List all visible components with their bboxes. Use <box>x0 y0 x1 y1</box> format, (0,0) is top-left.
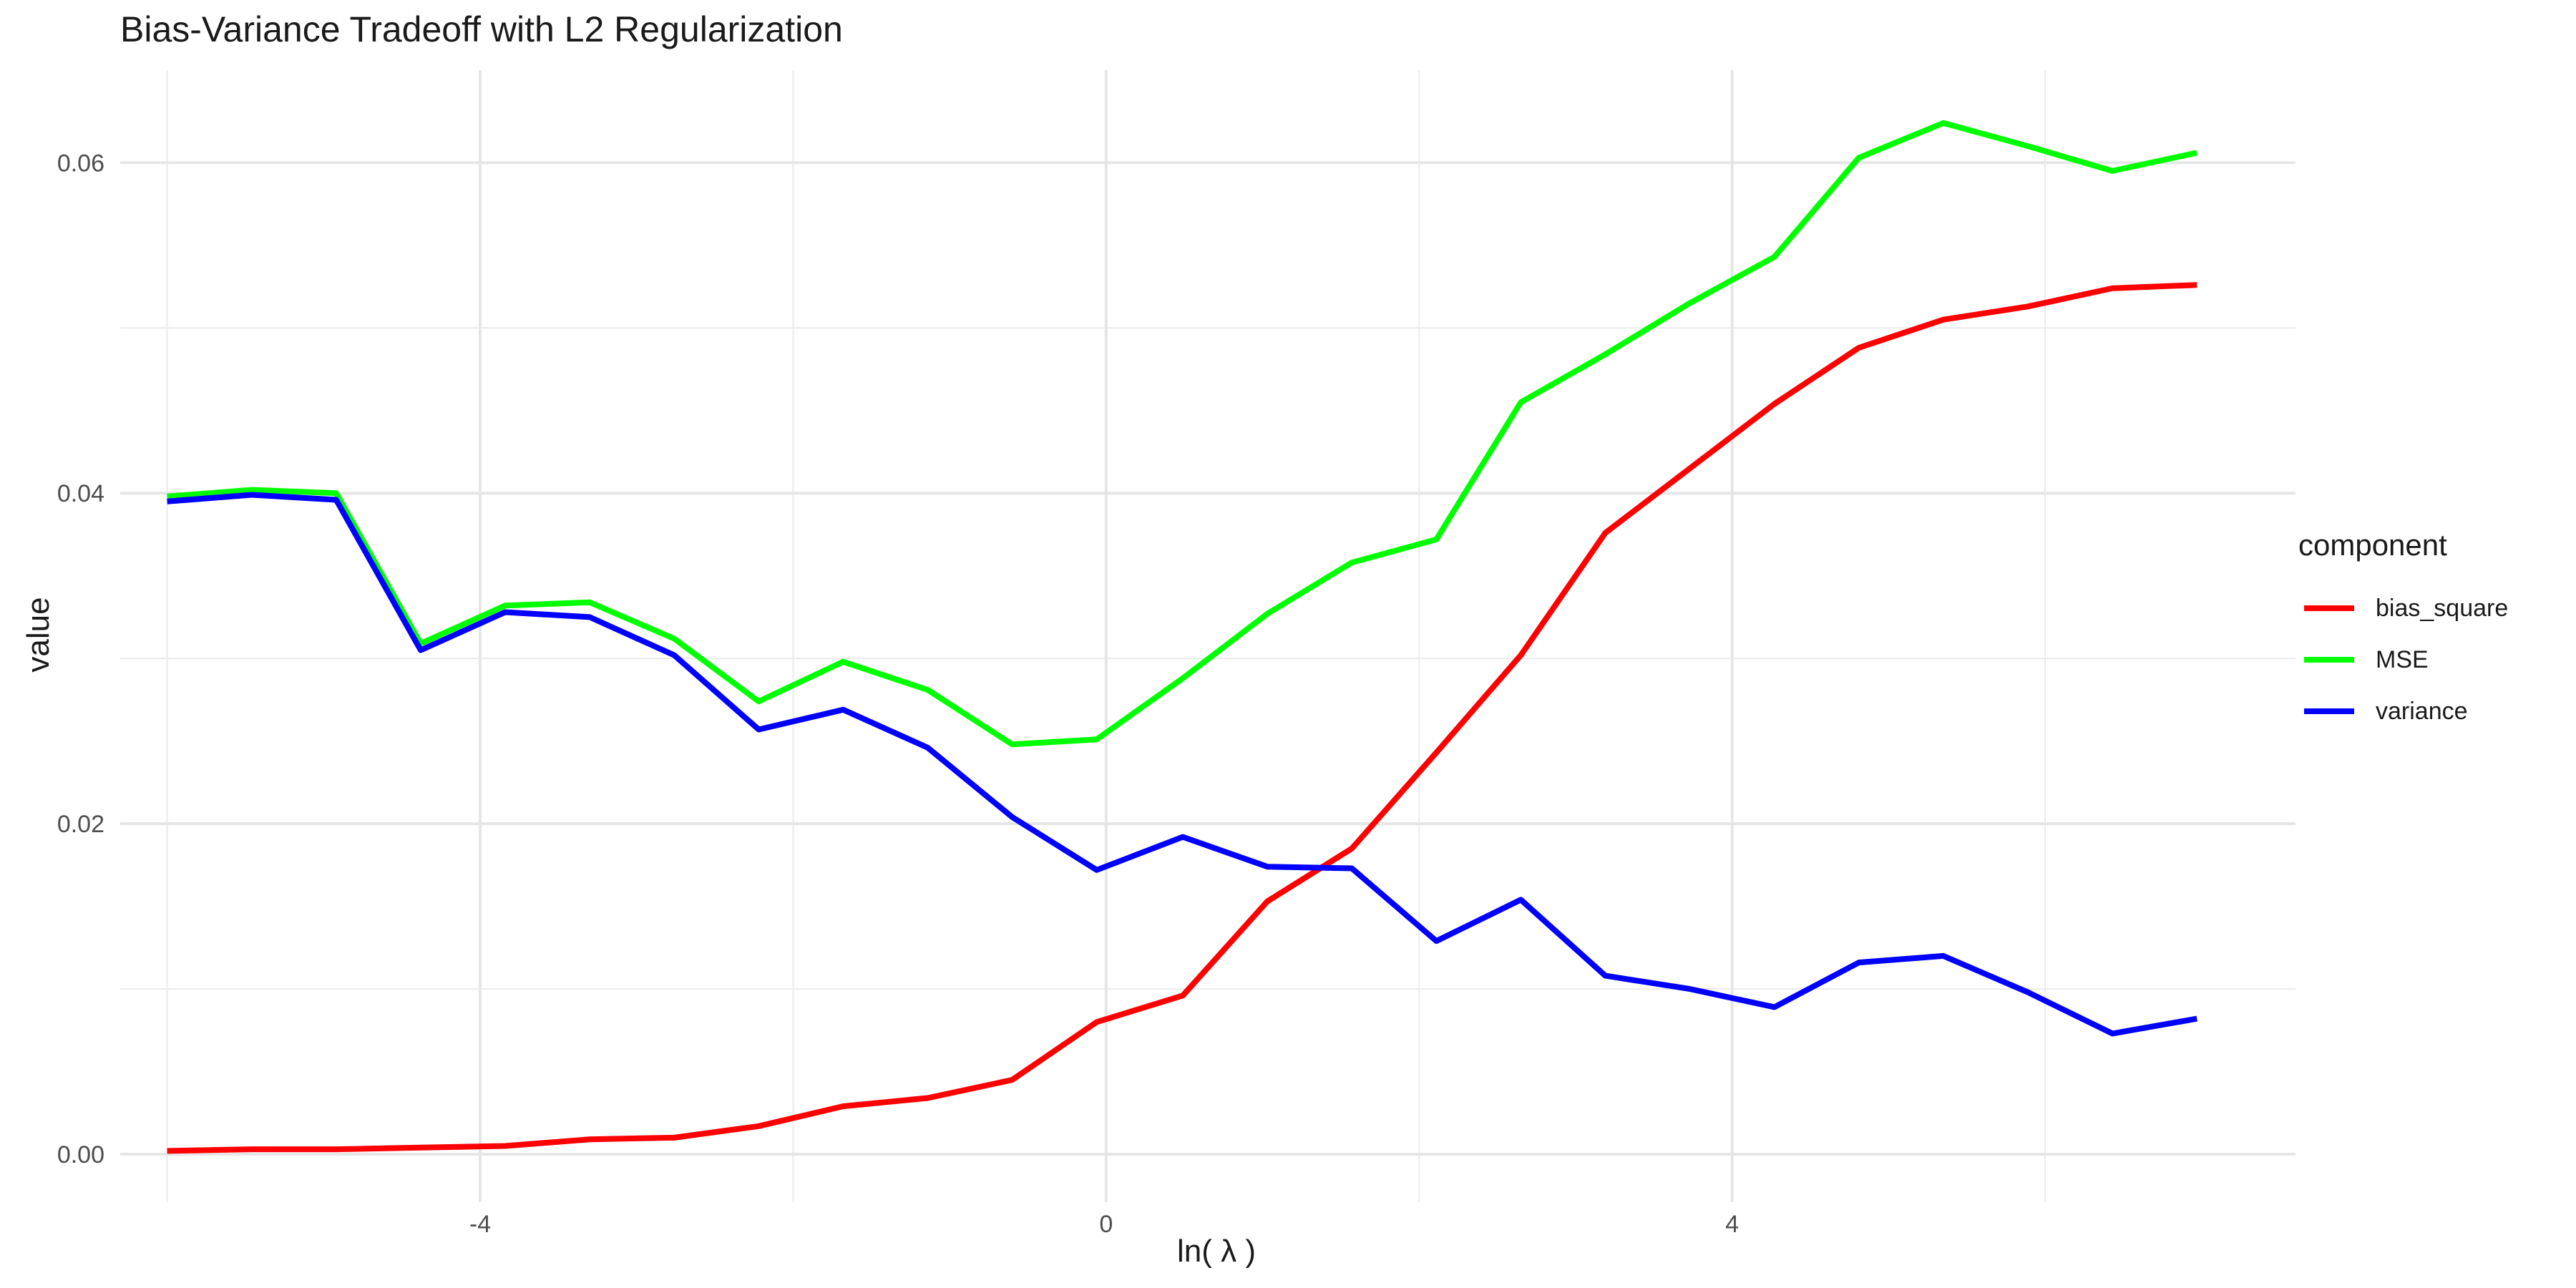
legend: component bias_square MSE variance <box>2298 528 2508 737</box>
x-tick-label: 4 <box>1725 1211 1739 1238</box>
series-line-variance <box>167 492 2197 1037</box>
y-tick-label: 0.00 <box>57 1141 104 1169</box>
legend-item-mse: MSE <box>2298 634 2508 686</box>
y-tick-label: 0.04 <box>57 480 104 507</box>
legend-item-bias-square: bias_square <box>2298 582 2508 634</box>
y-tick-label: 0.02 <box>57 811 104 838</box>
legend-title: component <box>2298 528 2447 562</box>
y-tick-label: 0.06 <box>57 150 104 177</box>
legend-key-bias-square <box>2304 605 2354 611</box>
x-axis-title: ln( λ ) <box>1177 1234 1256 1269</box>
legend-item-variance: variance <box>2298 686 2508 737</box>
legend-key-mse <box>2304 657 2354 663</box>
series-line-bias-square <box>167 282 2197 1154</box>
x-tick-label: -4 <box>469 1211 491 1238</box>
chart-title: Bias-Variance Tradeoff with L2 Regulariz… <box>120 9 843 49</box>
y-axis-title: value <box>21 597 56 673</box>
legend-label-variance: variance <box>2376 697 2468 725</box>
legend-label-bias-square: bias_square <box>2376 594 2509 622</box>
series-line-mse <box>167 119 2198 748</box>
x-tick-label: 0 <box>1099 1211 1113 1238</box>
legend-key-variance <box>2304 708 2354 714</box>
legend-label-mse: MSE <box>2376 645 2429 673</box>
